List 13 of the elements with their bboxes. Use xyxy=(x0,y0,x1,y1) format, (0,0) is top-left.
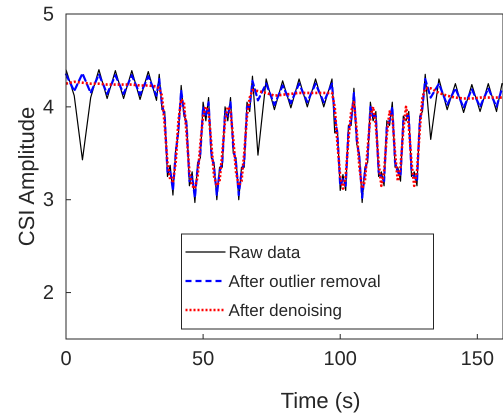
x-tick-label: 50 xyxy=(192,348,214,370)
x-axis-title: Time (s) xyxy=(280,388,360,413)
y-tick-label: 2 xyxy=(42,282,54,304)
y-tick-label: 4 xyxy=(42,96,54,118)
y-tick-label: 3 xyxy=(42,189,54,212)
y-axis-title: CSI Amplitude xyxy=(14,106,39,246)
legend-label: After outlier removal xyxy=(228,272,381,291)
legend-label: After denoising xyxy=(228,301,342,320)
x-tick-label: 150 xyxy=(460,348,494,370)
x-tick-label: 100 xyxy=(324,348,357,370)
x-tick-label: 0 xyxy=(60,348,72,370)
y-tick-label: 5 xyxy=(42,3,54,26)
legend-label: Raw data xyxy=(228,243,301,262)
